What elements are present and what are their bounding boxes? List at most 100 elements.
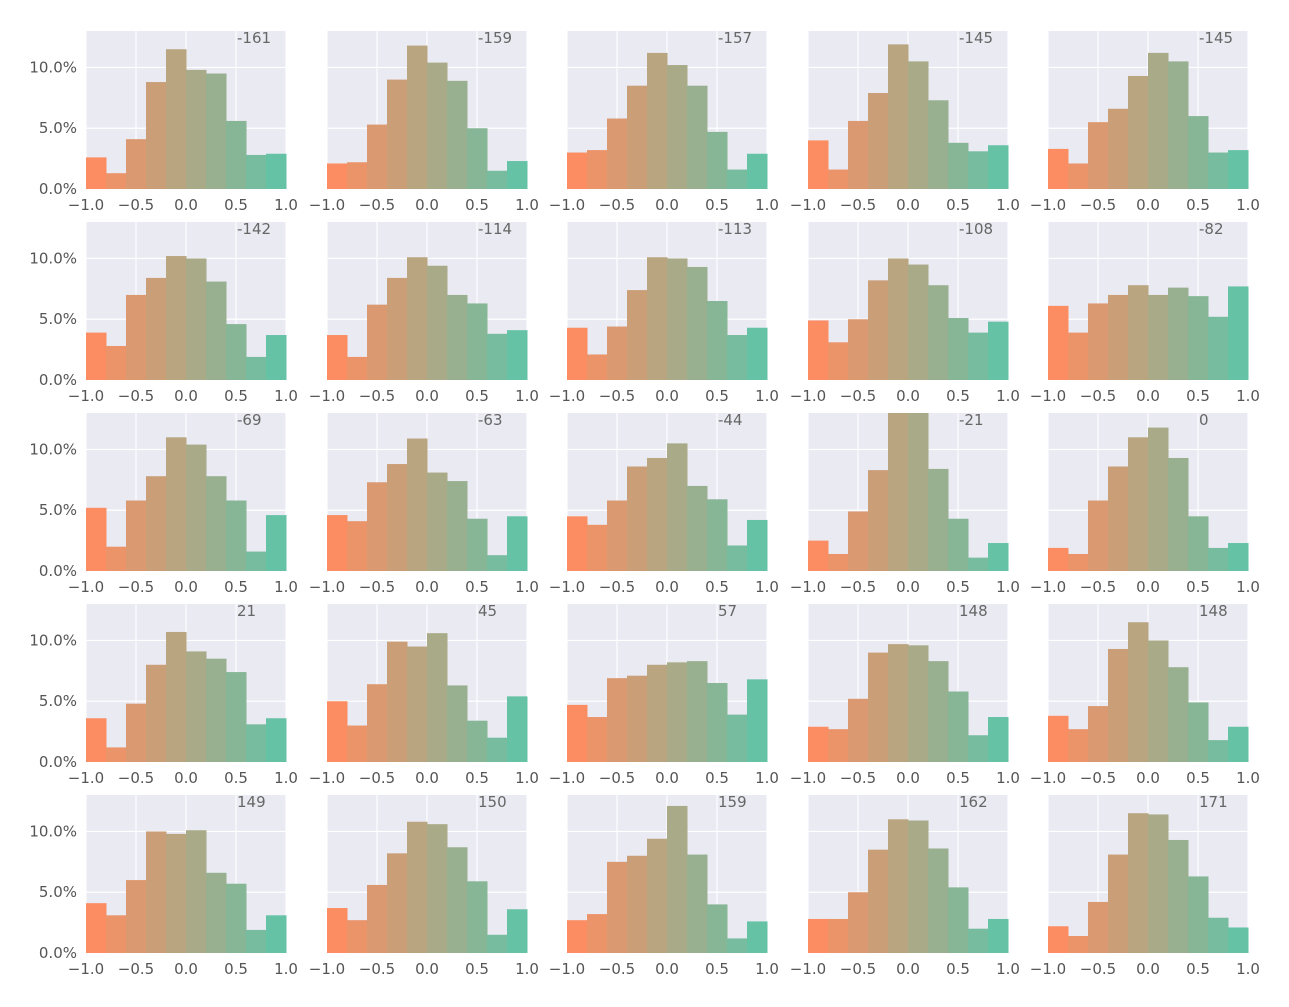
x-tick-label: 0.0 [655,387,679,405]
histogram-bar [647,838,668,953]
x-tick-label: −0.5 [118,387,154,405]
x-tick-label: 0.5 [1186,578,1210,596]
panel-label: 150 [478,793,507,811]
histogram-bar [687,485,708,571]
histogram-bar [166,833,187,953]
x-tick-label: 0.5 [224,196,248,214]
histogram-bar [948,691,969,762]
histogram-bar [828,918,849,953]
histogram-bar [828,729,849,762]
histogram-bar [327,515,348,571]
histogram-panel: −1.0 −0.5 0.0 0.5 1.0 -113 [549,220,779,405]
histogram-bar [1188,702,1209,762]
histogram-bar [727,335,748,380]
histogram-bar [467,720,488,762]
histogram-bar [266,153,287,189]
panel-label: -142 [237,220,271,238]
x-tick-label: 1.0 [996,578,1020,596]
x-tick-label: 0.5 [224,769,248,787]
histogram-bar [126,703,147,762]
histogram-bar [186,258,207,380]
histogram-bar [507,161,528,189]
x-tick-label: 0.0 [174,578,198,596]
histogram-bar [687,661,708,762]
x-tick-label: −1.0 [790,578,826,596]
x-tick-label: −1.0 [68,960,104,978]
histogram-bar [1208,547,1229,571]
histogram-bar [507,909,528,953]
histogram-panel: −1.0 −0.5 0.0 0.5 1.0 57 [549,602,779,787]
histogram-bar [186,444,207,571]
x-tick-label: 1.0 [996,196,1020,214]
histogram-bar [1088,706,1109,762]
x-tick-label: 0.0 [896,387,920,405]
histogram-bar [1228,927,1249,953]
x-tick-label: 0.5 [224,960,248,978]
x-tick-label: −1.0 [549,960,585,978]
panel-label: 149 [237,793,266,811]
histogram-bar [727,545,748,571]
histogram-bar [1168,667,1189,762]
histogram-bar [1228,286,1249,380]
panel-label: -145 [1199,29,1233,47]
histogram-bar [427,472,448,571]
histogram-bar [908,820,929,953]
histogram-bar [407,438,428,571]
x-tick-label: −1.0 [309,387,345,405]
histogram-bar [367,124,388,189]
panel-label: -145 [959,29,993,47]
histogram-bar [226,672,247,762]
histogram-bar [447,80,468,189]
y-tick-label: 10.0% [29,58,77,76]
histogram-bar [928,661,949,762]
x-tick-label: 0.0 [1136,769,1160,787]
x-tick-label: −0.5 [840,960,876,978]
x-tick-label: 0.0 [655,196,679,214]
x-tick-label: 1.0 [755,769,779,787]
histogram-panel: −1.0 −0.5 0.0 0.5 1.0 171 [1030,793,1260,978]
histogram-bar [327,908,348,953]
histogram-bar [1228,543,1249,571]
histogram-bar [587,914,608,953]
histogram-bar [707,904,728,953]
x-tick-label: 0.0 [174,387,198,405]
histogram-bar [928,468,949,571]
x-tick-label: 0.5 [465,387,489,405]
histogram-bar [1048,148,1069,189]
histogram-bar [447,294,468,380]
histogram-bar [747,519,768,571]
histogram-panel: −1.0 −0.5 0.0 0.5 1.0 -157 [549,29,779,214]
histogram-bar [888,819,909,953]
histogram-bar [968,332,989,380]
histogram-bar [1128,622,1149,762]
histogram-bar [808,918,829,953]
histogram-bar [347,521,368,571]
x-tick-label: −0.5 [840,387,876,405]
panel-label: 57 [718,602,737,620]
histogram-bar [687,85,708,189]
x-tick-label: 0.5 [705,960,729,978]
histogram-bar [1048,715,1069,762]
y-tick-label: 5.0% [39,883,77,901]
y-tick-label: 0.0% [39,562,77,580]
histogram-bar [266,718,287,762]
histogram-bar [347,162,368,189]
histogram-bar [1088,122,1109,189]
histogram-bar [226,883,247,953]
x-tick-label: −0.5 [599,960,635,978]
x-tick-label: −0.5 [599,578,635,596]
histogram-bar [507,516,528,571]
histogram-bar [126,500,147,571]
histogram-panel: −1.0 −0.5 0.0 0.5 1.0 -145 [790,29,1020,214]
histogram-bar [1128,75,1149,189]
x-tick-label: 0.0 [415,578,439,596]
histogram-bar [1168,457,1189,571]
x-tick-label: −0.5 [359,387,395,405]
histogram-bar [607,326,628,380]
x-tick-label: 0.0 [174,769,198,787]
panel-label: -63 [478,411,503,429]
x-tick-label: 0.5 [946,769,970,787]
histogram-bar [687,854,708,953]
histogram-bar [507,696,528,762]
histogram-panel: −1.0 −0.5 0.0 0.5 1.0 0 [1030,411,1260,596]
